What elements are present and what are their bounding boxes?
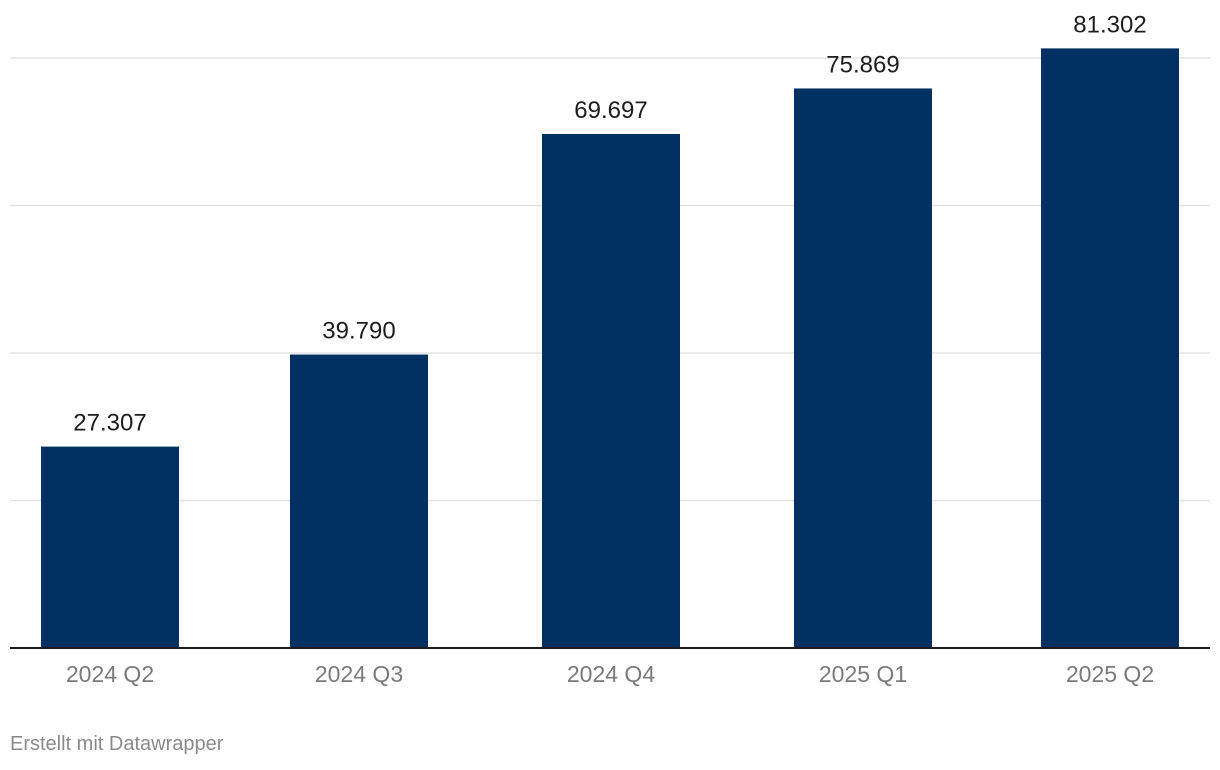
value-label-1: 39.790: [322, 318, 395, 345]
value-label-4: 81.302: [1073, 11, 1146, 38]
value-label-0: 27.307: [73, 410, 146, 437]
x-tick-label-3: 2025 Q1: [819, 661, 907, 687]
x-axis-tick-labels: 2024 Q2 2024 Q3 2024 Q4 2025 Q1 2025 Q2: [66, 661, 1154, 687]
bar-0[interactable]: [41, 446, 179, 648]
bar-3[interactable]: [794, 88, 932, 648]
x-tick-label-0: 2024 Q2: [66, 661, 154, 687]
x-tick-label-4: 2025 Q2: [1066, 661, 1154, 687]
datawrapper-credit[interactable]: Erstellt mit Datawrapper: [10, 733, 224, 755]
value-label-3: 75.869: [826, 51, 899, 78]
bars: [41, 48, 1179, 648]
x-tick-label-2: 2024 Q4: [567, 661, 655, 687]
value-labels: 27.307 39.790 69.697 75.869 81.302: [73, 11, 1146, 436]
bar-4[interactable]: [1041, 48, 1179, 648]
x-tick-label-1: 2024 Q3: [315, 661, 403, 687]
bar-2[interactable]: [542, 133, 680, 648]
bar-1[interactable]: [290, 354, 428, 648]
value-label-2: 69.697: [574, 97, 647, 124]
